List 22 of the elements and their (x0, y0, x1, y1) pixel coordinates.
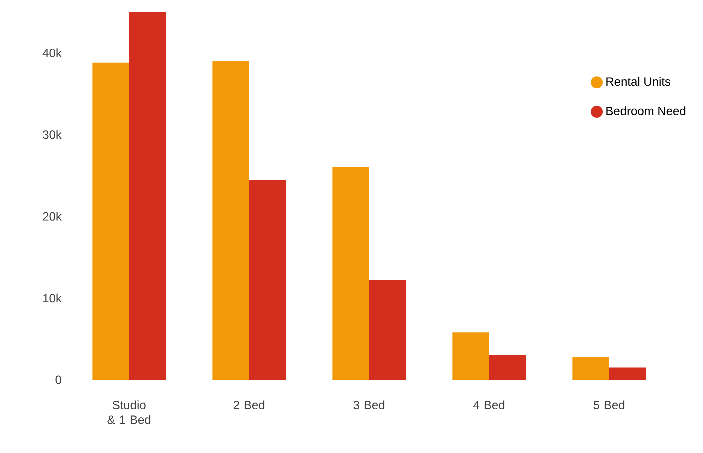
x-tick-label: 3 Bed (354, 400, 385, 410)
bar (249, 180, 286, 380)
bar (452, 332, 490, 380)
bar (212, 61, 250, 380)
x-tick-label: 2 Bed (234, 400, 265, 410)
y-tick-label: 40k (42, 48, 62, 58)
bar (369, 280, 406, 380)
bar (332, 167, 370, 380)
bar (572, 357, 610, 380)
legend-label: Bedroom Need (606, 106, 686, 116)
y-tick-label: 0 (56, 376, 62, 384)
x-tick-label: 5 Bed (594, 400, 625, 410)
bar (92, 62, 130, 380)
y-tick-label: 30k (43, 130, 62, 140)
x-tick-label: 4 Bed (474, 400, 505, 410)
y-tick-label: 20k (43, 212, 62, 221)
y-tick-label: 10k (44, 294, 62, 303)
legend-label: Rental Units (606, 77, 671, 86)
x-tick-label: Studio & 1 Bed (108, 400, 151, 424)
bar (489, 355, 526, 380)
bar (129, 12, 166, 380)
bar (609, 368, 646, 380)
